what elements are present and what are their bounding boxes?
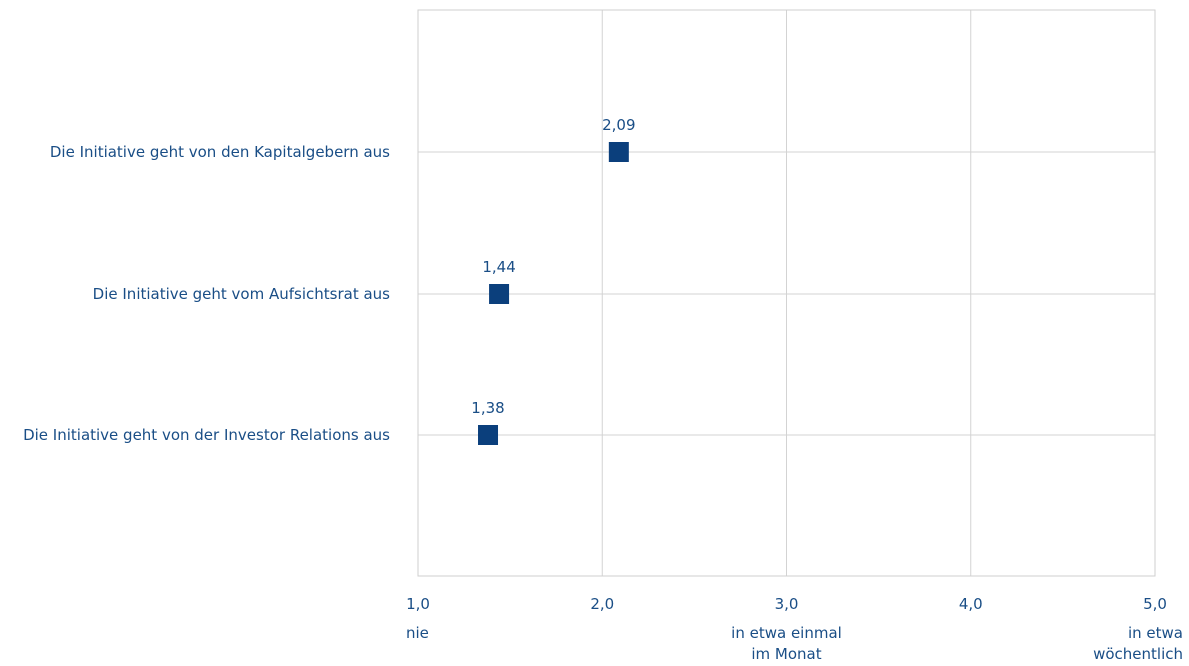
x-tick-label: 5,0 <box>1143 595 1167 613</box>
data-markers <box>478 142 629 445</box>
x-axis-ticks: 1,0 nie 2,0 3,0 in etwa einmal im Monat 4,0 5,0… <box>406 595 1183 663</box>
x-tick-sublabel: wöchentlich <box>1093 645 1183 662</box>
x-tick-label: 1,0 <box>406 595 430 613</box>
plot-frame <box>417 9 1156 577</box>
data-marker <box>478 425 499 445</box>
category-label: Die Initiative geht vom Aufsichtsrat aus <box>93 285 391 303</box>
grid <box>418 10 1155 576</box>
data-labels: 2,09 1,44 1,38 <box>471 116 635 417</box>
plot-border <box>417 9 1156 577</box>
category-labels: Die Initiative geht von den Kapitalgeber… <box>23 143 390 444</box>
x-tick-label: 4,0 <box>959 595 983 613</box>
x-tick-sublabel: nie <box>406 624 429 642</box>
x-tick-sublabel: in etwa einmal <box>731 624 842 642</box>
x-tick-label: 2,0 <box>590 595 614 613</box>
x-tick-sublabel: im Monat <box>751 645 821 662</box>
data-label: 1,38 <box>471 399 504 417</box>
x-tick-sublabel: in etwa <box>1128 624 1183 642</box>
x-tick-label: 3,0 <box>775 595 799 613</box>
category-label: Die Initiative geht von der Investor Rel… <box>23 426 390 444</box>
data-label: 2,09 <box>602 116 635 134</box>
data-label: 1,44 <box>482 258 515 276</box>
category-label: Die Initiative geht von den Kapitalgeber… <box>50 143 390 161</box>
data-marker <box>608 142 629 162</box>
data-marker <box>489 284 510 304</box>
